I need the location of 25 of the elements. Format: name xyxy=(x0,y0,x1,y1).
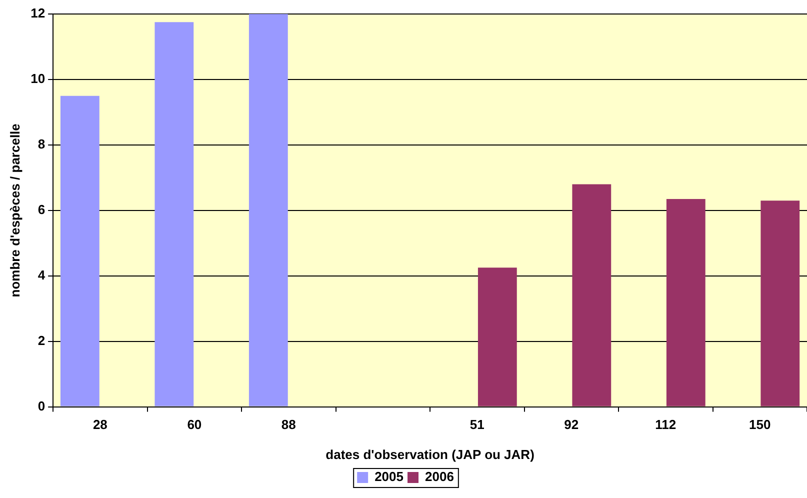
y-tick-label: 2 xyxy=(38,332,46,348)
y-axis-title: nombre d'espèces / parcelle xyxy=(7,124,22,298)
legend-label: 2005 xyxy=(374,469,404,484)
y-tick-label: 4 xyxy=(38,267,46,282)
x-axis-title: dates d'observation (JAP ou JAR) xyxy=(326,446,534,462)
y-tick-label: 0 xyxy=(38,398,46,414)
y-tick-label: 12 xyxy=(30,6,46,21)
y-tick-label: 8 xyxy=(38,136,46,152)
x-tick-label: 51 xyxy=(470,417,484,432)
bar xyxy=(572,184,612,406)
x-tick-label: 92 xyxy=(564,417,579,432)
legend-label: 2006 xyxy=(425,469,454,484)
x-tick-label: 112 xyxy=(655,417,676,432)
x-tick-label: 28 xyxy=(92,417,108,432)
x-tick-label: 150 xyxy=(749,417,771,432)
y-tick-label: 6 xyxy=(38,202,46,217)
bar xyxy=(60,96,100,406)
bar xyxy=(666,198,706,406)
bar xyxy=(760,200,800,406)
bar xyxy=(154,22,194,406)
bar xyxy=(248,14,288,406)
bar xyxy=(478,268,517,406)
x-tick-label: 88 xyxy=(281,417,296,432)
x-tick-label: 60 xyxy=(187,417,202,432)
y-tick-label: 10 xyxy=(30,71,46,86)
